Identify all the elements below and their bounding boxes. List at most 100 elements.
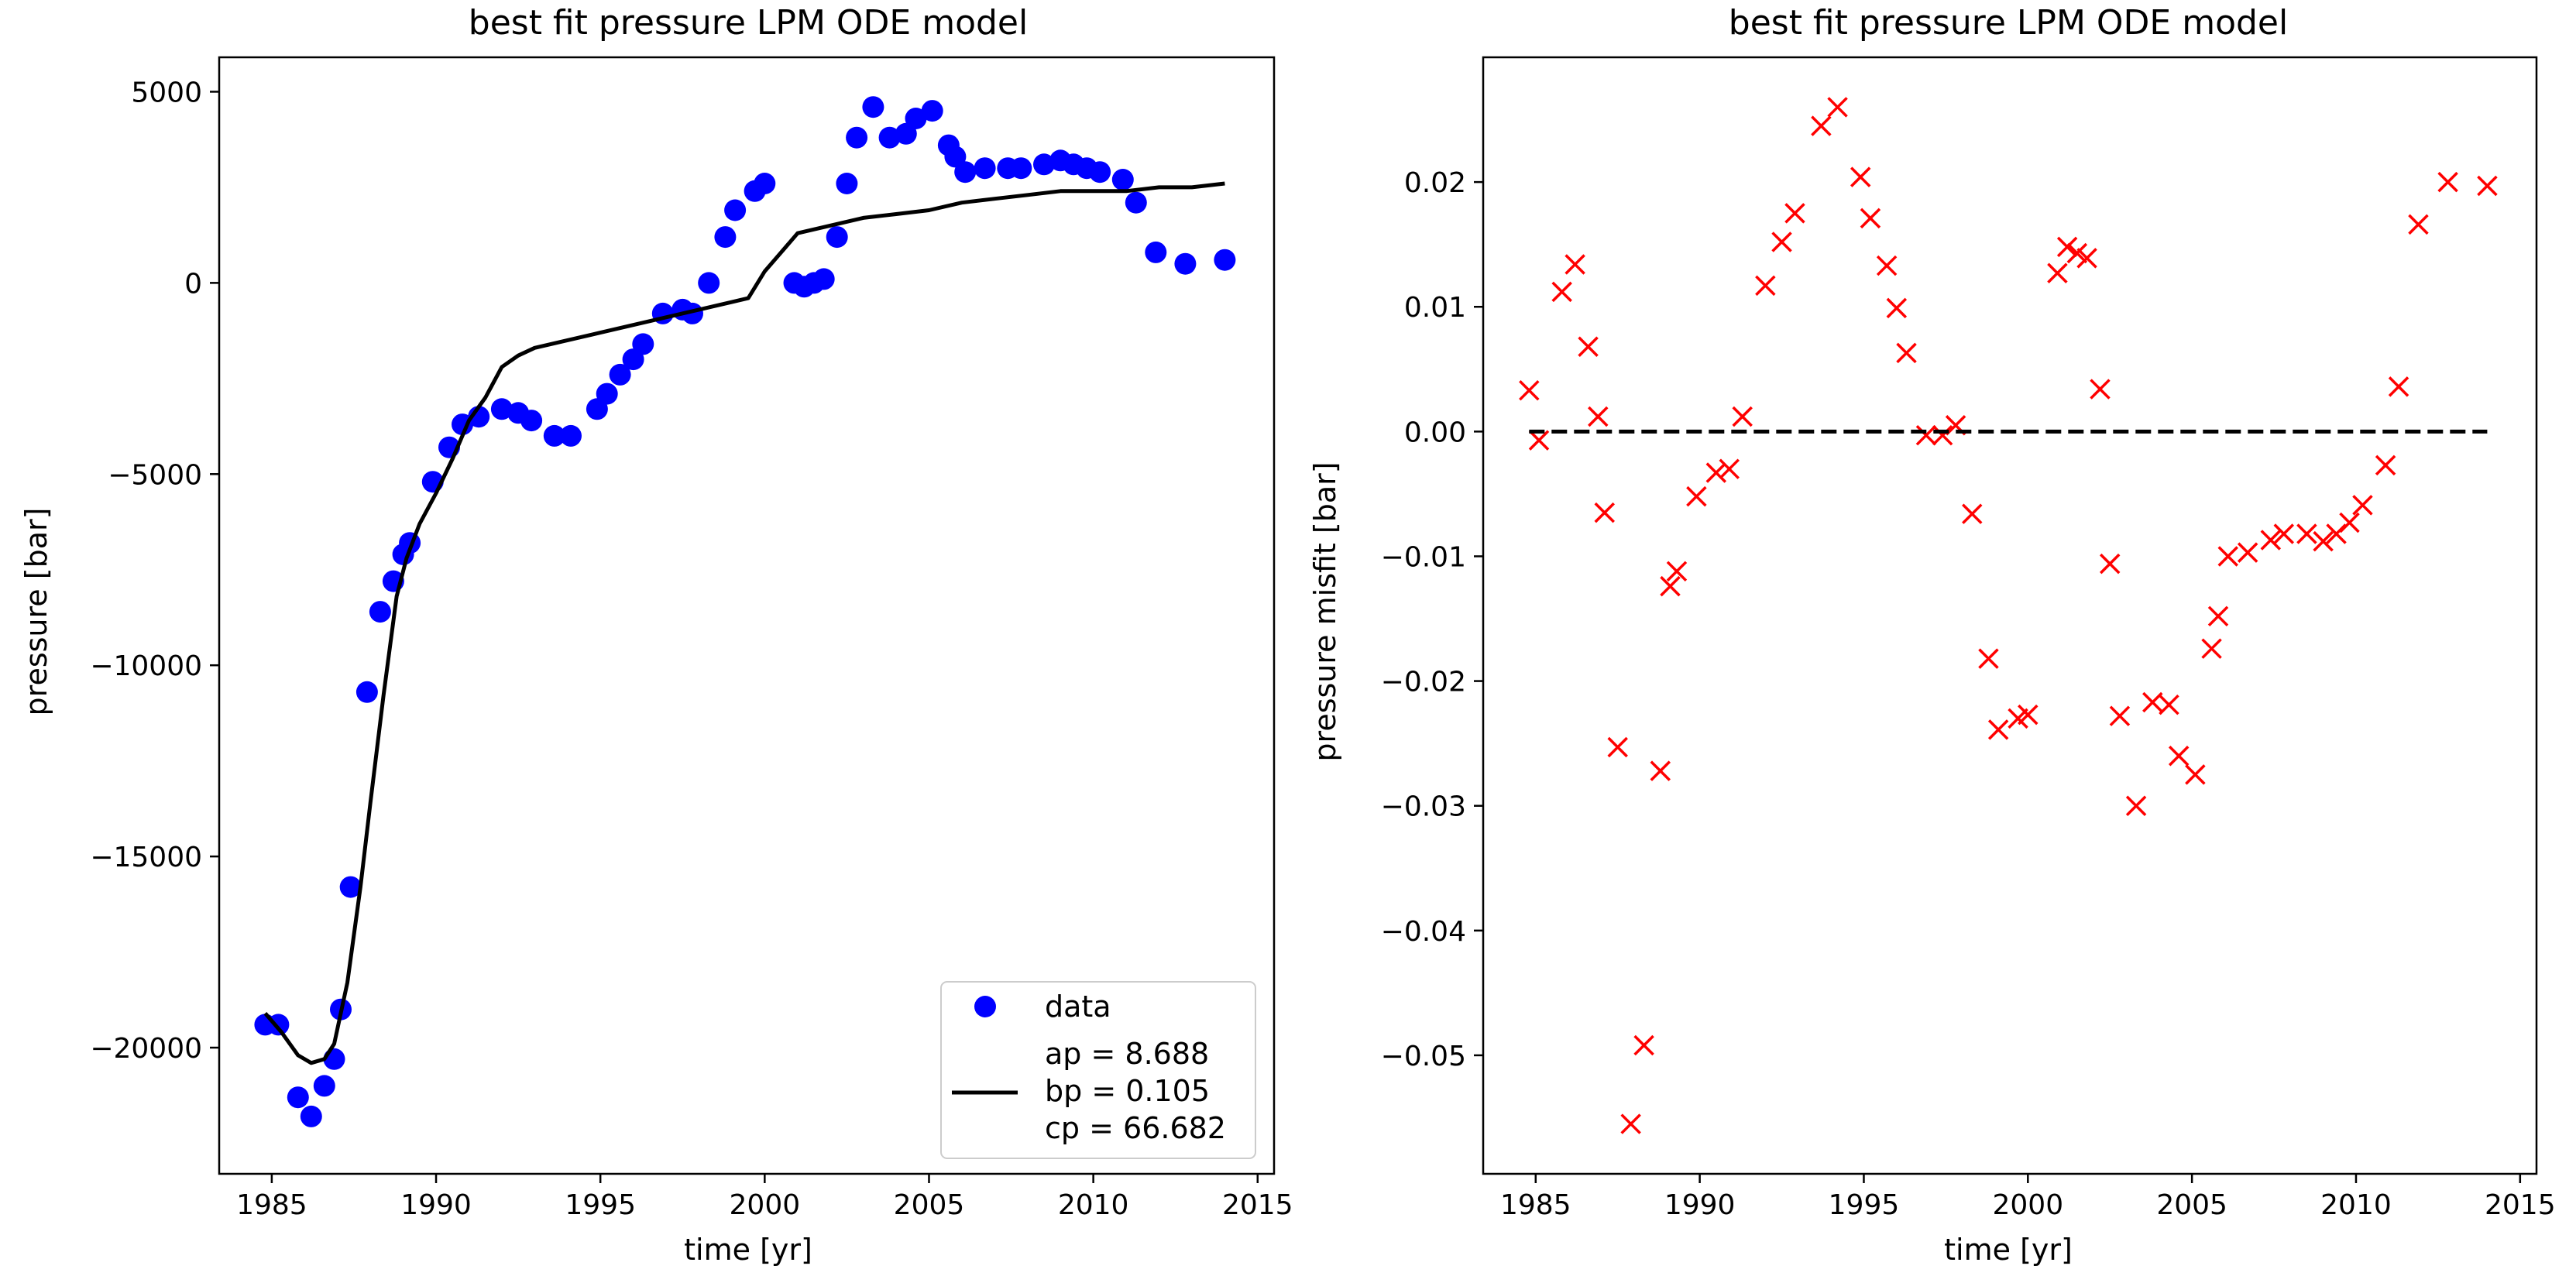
misfit-point bbox=[1686, 485, 1707, 507]
x-tick-label: 2015 bbox=[2485, 1189, 2556, 1221]
y-tick-label: −20000 bbox=[90, 1033, 202, 1065]
misfit-point bbox=[1519, 379, 1540, 401]
misfit-point bbox=[2201, 638, 2222, 659]
y-tick-label: 0.01 bbox=[1404, 292, 1466, 324]
data-point bbox=[1010, 157, 1032, 180]
misfit-point bbox=[2273, 523, 2295, 544]
pressure-misfit-plot-frame bbox=[1482, 56, 2538, 1175]
misfit-point bbox=[2090, 379, 2111, 400]
misfit-point bbox=[2159, 694, 2179, 715]
data-point bbox=[921, 100, 943, 122]
pressure-fit-xlabel: time [yr] bbox=[684, 1233, 812, 1267]
data-point bbox=[267, 1014, 290, 1036]
data-point bbox=[1145, 241, 1167, 263]
y-tick-label: −0.05 bbox=[1381, 1041, 1466, 1072]
misfit-point bbox=[1771, 232, 1792, 252]
data-point bbox=[609, 363, 631, 386]
model-fit-line bbox=[263, 181, 1225, 1065]
data-point bbox=[862, 96, 884, 118]
legend-entry-data: data bbox=[1045, 990, 1111, 1024]
misfit-point bbox=[2375, 455, 2396, 476]
data-point bbox=[543, 424, 565, 447]
data-point bbox=[974, 157, 996, 180]
misfit-point bbox=[1588, 406, 1609, 427]
data-point bbox=[632, 333, 654, 355]
misfit-point bbox=[2207, 605, 2229, 627]
legend-entry-ap: ap = 8.688 bbox=[1045, 1037, 1209, 1071]
legend-box bbox=[940, 981, 1256, 1159]
misfit-point bbox=[2125, 795, 2147, 816]
x-tick-label: 2005 bbox=[2156, 1189, 2227, 1221]
data-point bbox=[300, 1105, 322, 1127]
y-tick-label: −0.01 bbox=[1381, 541, 1466, 573]
data-point bbox=[714, 226, 737, 249]
misfit-point bbox=[2408, 214, 2429, 235]
data-point bbox=[954, 161, 977, 184]
data-point bbox=[724, 199, 747, 221]
data-point bbox=[596, 382, 618, 405]
data-point bbox=[878, 126, 901, 149]
misfit-point bbox=[2388, 376, 2409, 397]
y-tick-label: 0.00 bbox=[1404, 417, 1466, 448]
data-point bbox=[339, 876, 362, 898]
misfit-point bbox=[1705, 462, 1727, 483]
legend-entry-bp: bp = 0.105 bbox=[1045, 1074, 1210, 1108]
x-tick-label: 2010 bbox=[1058, 1189, 1129, 1221]
pressure-fit-ylabel: pressure [bar] bbox=[19, 508, 53, 716]
misfit-point bbox=[2099, 553, 2121, 575]
misfit-point bbox=[2168, 746, 2190, 767]
x-tick-label: 1995 bbox=[565, 1189, 636, 1221]
pressure-fit-plot-frame bbox=[218, 56, 1276, 1175]
misfit-point bbox=[1594, 502, 1615, 523]
data-point bbox=[1033, 153, 1055, 176]
misfit-point bbox=[2437, 171, 2458, 193]
data-point bbox=[812, 268, 835, 290]
misfit-point bbox=[2109, 705, 2131, 726]
x-tick-label: 1985 bbox=[236, 1189, 307, 1221]
misfit-point bbox=[1607, 736, 1628, 758]
pressure-misfit-title: best fit pressure LPM ODE model bbox=[1729, 3, 2288, 43]
data-point bbox=[1089, 161, 1111, 184]
misfit-point bbox=[1876, 255, 1898, 276]
misfit-point bbox=[2339, 512, 2360, 533]
pressure-misfit-marks bbox=[1519, 97, 2498, 1134]
misfit-point bbox=[1620, 1113, 1641, 1134]
data-point bbox=[313, 1075, 335, 1097]
data-point bbox=[905, 108, 927, 129]
misfit-point bbox=[2352, 495, 2373, 516]
y-tick-label: −10000 bbox=[90, 650, 202, 682]
misfit-point bbox=[1811, 115, 1832, 136]
misfit-point bbox=[1850, 166, 1871, 187]
pressure-fit-panel: best fit pressure LPM ODE model time [yr… bbox=[19, 3, 1293, 1267]
misfit-point bbox=[1666, 561, 1688, 582]
misfit-point bbox=[1732, 406, 1753, 427]
y-tick-label: −0.03 bbox=[1381, 791, 1466, 823]
y-tick-label: −0.04 bbox=[1381, 916, 1466, 948]
legend-entry-cp: cp = 66.682 bbox=[1045, 1111, 1226, 1145]
pressure-misfit-panel: best fit pressure LPM ODE model time [yr… bbox=[1308, 3, 2556, 1267]
misfit-point bbox=[2296, 523, 2317, 544]
misfit-point bbox=[2018, 704, 2038, 726]
misfit-point bbox=[1719, 458, 1740, 479]
misfit-point bbox=[1633, 1034, 1654, 1056]
misfit-point bbox=[1886, 297, 1908, 319]
misfit-point bbox=[2066, 242, 2088, 264]
data-point bbox=[520, 410, 543, 432]
misfit-point bbox=[2076, 248, 2097, 269]
misfit-point bbox=[1932, 424, 1953, 446]
misfit-point bbox=[2217, 546, 2238, 567]
misfit-point bbox=[1578, 336, 1599, 358]
x-tick-label: 2010 bbox=[2320, 1189, 2392, 1221]
misfit-point bbox=[2142, 691, 2163, 713]
misfit-point bbox=[1564, 254, 1585, 275]
x-tick-label: 1990 bbox=[1664, 1189, 1736, 1221]
misfit-point bbox=[2313, 530, 2334, 552]
data-point bbox=[944, 146, 967, 168]
x-tick-label: 2015 bbox=[1222, 1189, 1293, 1221]
y-tick-label: −15000 bbox=[90, 842, 202, 873]
pressure-misfit-xlabel: time [yr] bbox=[1944, 1233, 2073, 1267]
misfit-point bbox=[1978, 648, 1999, 669]
pressure-fit-title: best fit pressure LPM ODE model bbox=[469, 3, 1028, 43]
pressure-fit-legend: data ap = 8.688 bp = 0.105 cp = 66.682 bbox=[940, 981, 1256, 1159]
